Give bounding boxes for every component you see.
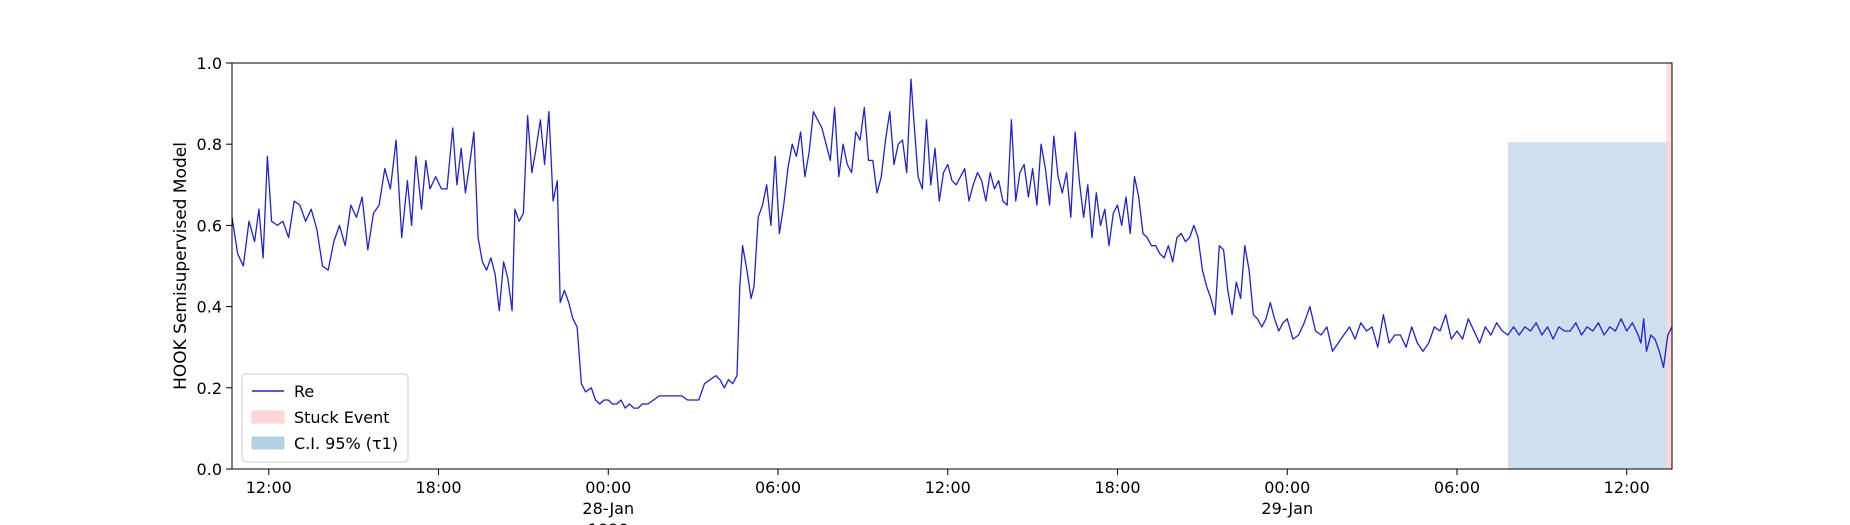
plot-background [232, 63, 1672, 469]
series-line-re [231, 78, 1673, 409]
plot-frame [231, 62, 1673, 470]
x-axis: 12:00 18:00 00:00 28-Jan 1990 06:00 12:00 18:00… [246, 469, 1650, 525]
legend-label: C.I. 95% (τ1) [294, 434, 398, 453]
plot-area [231, 62, 1673, 470]
legend-patch-swatch [251, 436, 285, 450]
series-layer [231, 78, 1673, 409]
y-axis: 0.0 0.2 0.4 0.6 0.8 1.0 [197, 54, 232, 479]
x-tick-label: 06:00 [1434, 478, 1480, 497]
y-tick-label: 0.0 [197, 460, 222, 479]
legend-patch-swatch [251, 410, 285, 424]
x-tick-label: 18:00 [1094, 478, 1140, 497]
y-tick-label: 0.8 [197, 135, 222, 154]
x-tick-label: 18:00 [415, 478, 461, 497]
x-tick-date-label: 28-Jan [582, 499, 634, 518]
legend-label: Re [294, 382, 314, 401]
stuck-event-band [1666, 63, 1672, 469]
y-tick-label: 0.4 [197, 298, 222, 317]
y-axis-title: HOOK Semisupervised Model [171, 142, 191, 390]
x-tick-label: 06:00 [755, 478, 801, 497]
x-tick-year-label: 1990 [588, 520, 629, 525]
legend-label: Stuck Event [294, 408, 390, 427]
shaded-regions [1507, 63, 1672, 470]
x-tick-label: 12:00 [1604, 478, 1650, 497]
y-tick-label: 0.2 [197, 379, 222, 398]
x-tick-label: 00:00 [1264, 478, 1310, 497]
y-tick-label: 1.0 [197, 54, 222, 73]
y-tick-label: 0.6 [197, 216, 222, 235]
x-tick-date-label: 29-Jan [1261, 499, 1313, 518]
x-tick-label: 12:00 [925, 478, 971, 497]
x-tick-label: 00:00 [585, 478, 631, 497]
ci-band [1507, 142, 1672, 470]
legend: Re Stuck Event C.I. 95% (τ1) [241, 373, 409, 463]
x-tick-label: 12:00 [246, 478, 292, 497]
